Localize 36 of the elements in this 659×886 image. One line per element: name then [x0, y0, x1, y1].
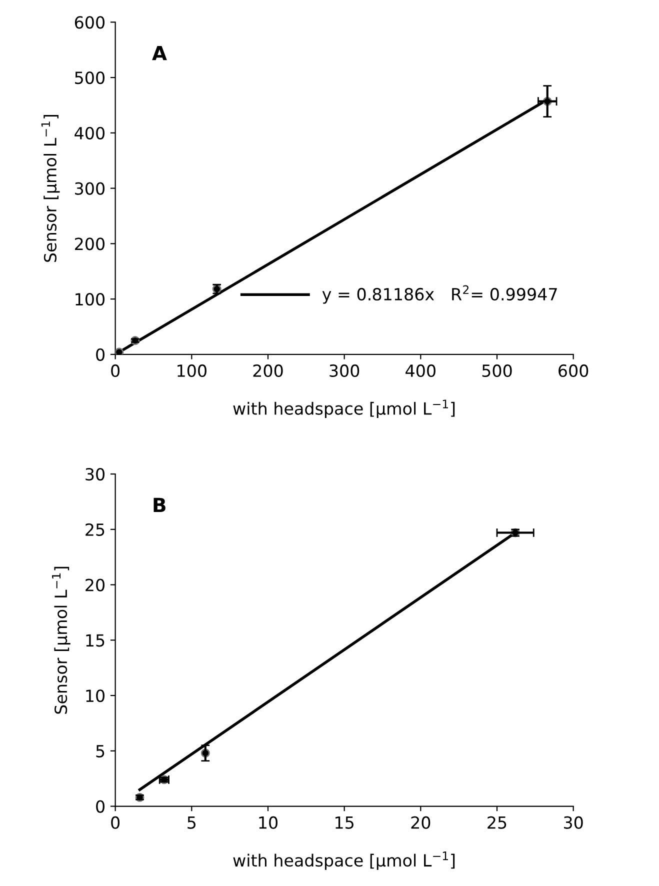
- x-axis-title: with headspace [μmol L$^{−1}$]: [233, 852, 455, 870]
- point: [115, 348, 124, 354]
- x-tick-label: 300: [330, 364, 360, 378]
- x-tick-label: 15: [336, 816, 354, 829]
- y-tick-label: 0: [96, 800, 104, 813]
- y-tick-label: 500: [75, 71, 104, 84]
- x-tick-label: 0: [111, 816, 120, 829]
- y-tick-label: 25: [86, 523, 104, 536]
- y-tick-label: 400: [74, 126, 104, 140]
- legend-label: y = 0.81186x R$^{2}$= 0.99947: [322, 285, 557, 304]
- y-tick-label: 100: [76, 292, 104, 306]
- x-tick-label: 600: [558, 364, 588, 378]
- x-tick-label: 100: [178, 364, 206, 378]
- y-tick-label: 200: [75, 238, 104, 250]
- text: A: [152, 46, 167, 60]
- x-tick-label: 200: [253, 364, 283, 378]
- y-tick-label: 0: [96, 348, 104, 361]
- x-tick-label: 500: [482, 364, 512, 378]
- y-tick-label: 20: [86, 578, 104, 592]
- x-tick-label: 10: [259, 816, 278, 829]
- y-tick-label: 15: [86, 634, 104, 647]
- x-tick-label: 25: [488, 816, 506, 829]
- text: B: [154, 498, 166, 512]
- y-axis-title: Sensor [μmol L$^{−1}$]: [52, 566, 70, 714]
- y-tick-label: 300: [75, 182, 104, 195]
- x-tick-label: 5: [188, 816, 196, 829]
- y-tick-label: 10: [86, 689, 104, 702]
- y-tick-label: 600: [74, 16, 104, 29]
- x-tick-label: 400: [406, 364, 436, 378]
- y-axis-title: Sensor [μmol L$^{−1}$]: [41, 114, 60, 262]
- y-tick-label: 30: [86, 468, 104, 481]
- x-tick-label: 30: [564, 816, 583, 829]
- y-tick-label: 5: [96, 745, 104, 758]
- x-axis-title: with headspace [μmol L$^{−1}$]: [233, 400, 455, 418]
- x-tick-label: 20: [411, 816, 430, 829]
- x-tick-label: 0: [111, 364, 120, 378]
